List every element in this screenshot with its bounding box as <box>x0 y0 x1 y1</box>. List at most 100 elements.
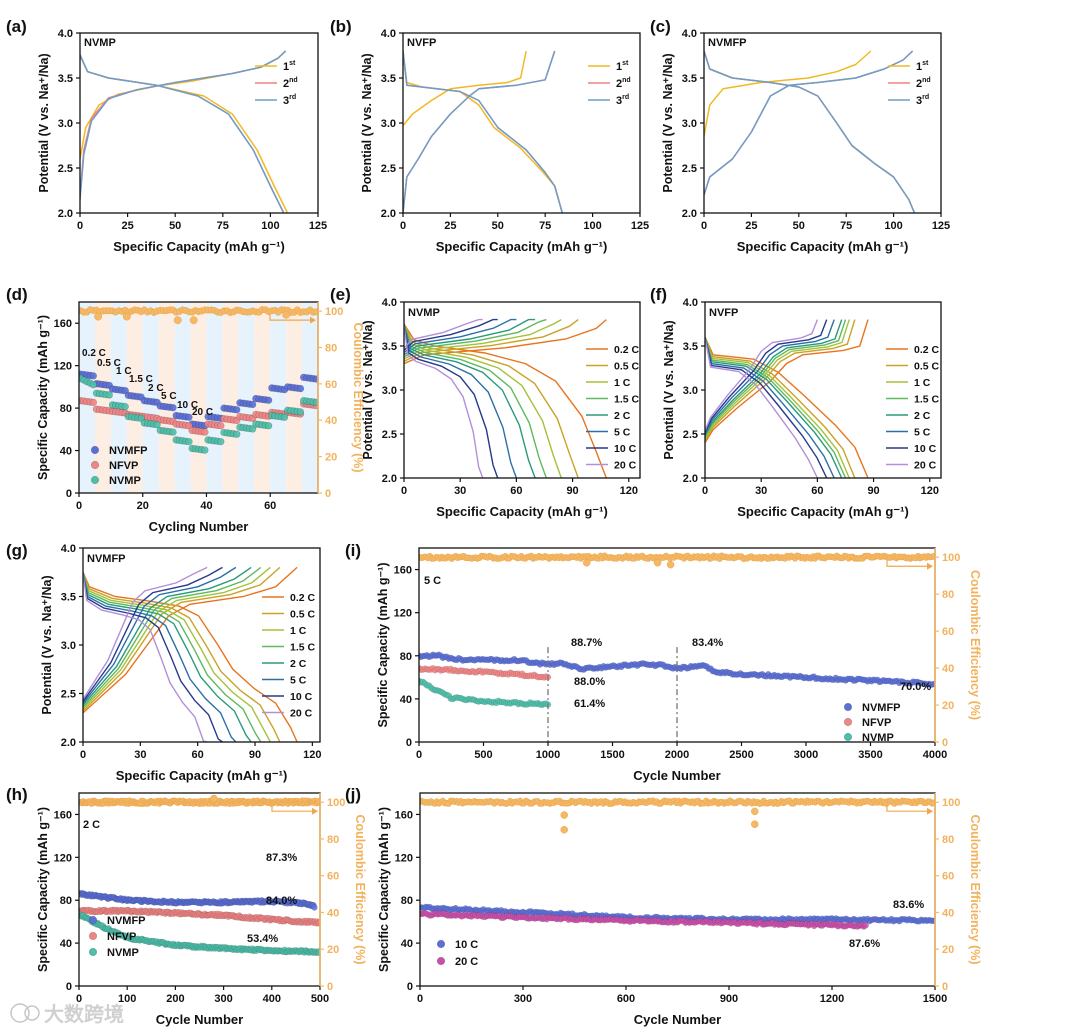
discharge-curve-5C <box>705 337 835 478</box>
panel-title: NVMFP <box>708 37 747 49</box>
panel-label: (g) <box>6 541 28 560</box>
arrow-head-icon <box>312 807 318 815</box>
rate-label: 1.5 C <box>129 374 153 385</box>
legend-label: 10 C <box>455 939 478 951</box>
panel-title: NVFP <box>407 37 436 49</box>
rate-label: 0.5 C <box>97 358 121 369</box>
legend-marker <box>436 939 446 949</box>
x-tick-label: 0 <box>401 485 407 497</box>
panel-h: 0 100 200 300 400 50004080120160020406080100C… <box>6 785 367 1027</box>
plot-frame <box>403 301 641 479</box>
discharge-curve-2C <box>705 337 843 478</box>
rate-label: 10 C <box>177 400 198 411</box>
x-tick-label: 2500 <box>729 749 753 761</box>
x-tick-label: 0 <box>702 485 708 497</box>
x-tick-label: 0 <box>701 220 707 232</box>
y-axis-label: Specific Capacity (mAh g⁻¹) <box>36 315 50 480</box>
watermark-text: 大数跨境 <box>44 1002 124 1026</box>
data-point-NVMP <box>312 398 318 407</box>
rate-label: 5 C <box>161 391 177 402</box>
legend-label: 1st <box>283 60 296 73</box>
annotation: 53.4% <box>247 933 278 945</box>
charge-curve-5C <box>83 566 237 704</box>
ce-point <box>189 316 198 325</box>
legend-label: 3rd <box>283 94 296 107</box>
discharge-curve-0.2C <box>705 336 869 478</box>
charge-curve-2C <box>705 319 843 437</box>
y2-tick-label: 100 <box>327 797 345 809</box>
x-tick-label: 1000 <box>536 749 560 761</box>
x-tick-label: 1500 <box>600 749 624 761</box>
y2-axis-label: Coulombic Efficiency (%) <box>968 814 982 964</box>
panel-title: NVFP <box>709 307 738 319</box>
x-axis-label: Cycle Number <box>156 1012 243 1027</box>
series-line-2nd <box>403 50 556 213</box>
arrow-head-icon <box>927 562 933 570</box>
rate-label: 20 C <box>192 407 213 418</box>
discharge-curve-1.5C <box>83 572 262 742</box>
x-axis-label: Specific Capacity (mAh g⁻¹) <box>113 239 285 254</box>
y-tick-label: 2.0 <box>682 208 697 220</box>
x-tick-label: 90 <box>566 485 578 497</box>
plot-area <box>83 566 298 742</box>
discharge-curve-2C <box>404 323 536 478</box>
legend-marker <box>843 717 853 727</box>
annotation: 87.6% <box>849 938 880 950</box>
y2-tick-label: 40 <box>942 663 954 675</box>
series-line-3rd <box>704 50 916 213</box>
y-tick-label: 160 <box>395 809 413 821</box>
legend-marker <box>436 956 446 966</box>
data-point-NVMFP <box>311 904 318 911</box>
y-tick-label: 4.0 <box>61 543 76 555</box>
x-tick-label: 75 <box>539 220 551 232</box>
data-point-NVMP <box>201 446 209 454</box>
data-point-NVMP <box>217 437 225 446</box>
y-tick-label: 4.0 <box>382 297 397 309</box>
data-point-NFVP <box>217 422 225 430</box>
x-tick-label: 125 <box>631 220 649 232</box>
watermark-icon <box>24 1005 40 1021</box>
data-point-NVMP <box>185 437 193 446</box>
legend-label: NVMFP <box>107 915 146 927</box>
legend-marker <box>88 915 98 925</box>
panel-label: (j) <box>345 785 361 804</box>
legend-label: 2 C <box>290 658 307 670</box>
rate-label: 1 C <box>116 366 132 377</box>
legend-label: 20 C <box>290 708 313 720</box>
y2-tick-label: 60 <box>942 626 954 638</box>
y-tick-label: 2.5 <box>682 163 697 175</box>
ce-point <box>560 826 568 834</box>
y2-tick-label: 100 <box>942 552 960 564</box>
y-tick-label: 4.0 <box>381 28 396 40</box>
panel-b: 0 25 50 75 100 125 2.0 2.5 3.0 3.5 4.0 Specific Cap… <box>330 17 649 254</box>
x-tick-label: 50 <box>169 220 181 232</box>
y-tick-label: 2.5 <box>382 429 397 441</box>
y-tick-label: 80 <box>60 403 72 415</box>
y-tick-label: 2.0 <box>381 208 396 220</box>
x-axis-label: Cycling Number <box>149 519 249 534</box>
charge-curve-10C <box>705 319 828 433</box>
series-line-1st <box>403 50 564 213</box>
rate-band <box>206 302 223 493</box>
data-point-20 C <box>862 922 869 929</box>
rate-label: 0.2 C <box>82 348 106 359</box>
discharge-curve-10C <box>404 323 499 478</box>
y2-tick-label: 100 <box>325 306 343 318</box>
watermark-logo: 大数跨境 <box>10 1002 124 1026</box>
y-axis-label: Potential (V vs. Na⁺/Na) <box>661 53 675 192</box>
series-line-2nd <box>704 50 914 196</box>
y-tick-label: 2.0 <box>382 473 397 485</box>
legend-label: NVMFP <box>109 445 148 457</box>
data-point-NVMP <box>264 422 273 430</box>
y2-tick-label: 20 <box>325 452 337 464</box>
legend-label: 2 C <box>914 410 931 422</box>
y-tick-label: 4.0 <box>682 28 697 40</box>
rate-band <box>302 302 318 493</box>
plot-frame <box>703 32 942 214</box>
discharge-curve-0.5C <box>83 572 281 742</box>
x-tick-label: 60 <box>264 500 276 512</box>
legend-marker <box>88 931 98 941</box>
y2-tick-label: 0 <box>327 981 333 993</box>
y-axis-label: Potential (V vs. Na⁺/Na) <box>37 53 51 192</box>
data-point-NVMP <box>296 408 305 416</box>
